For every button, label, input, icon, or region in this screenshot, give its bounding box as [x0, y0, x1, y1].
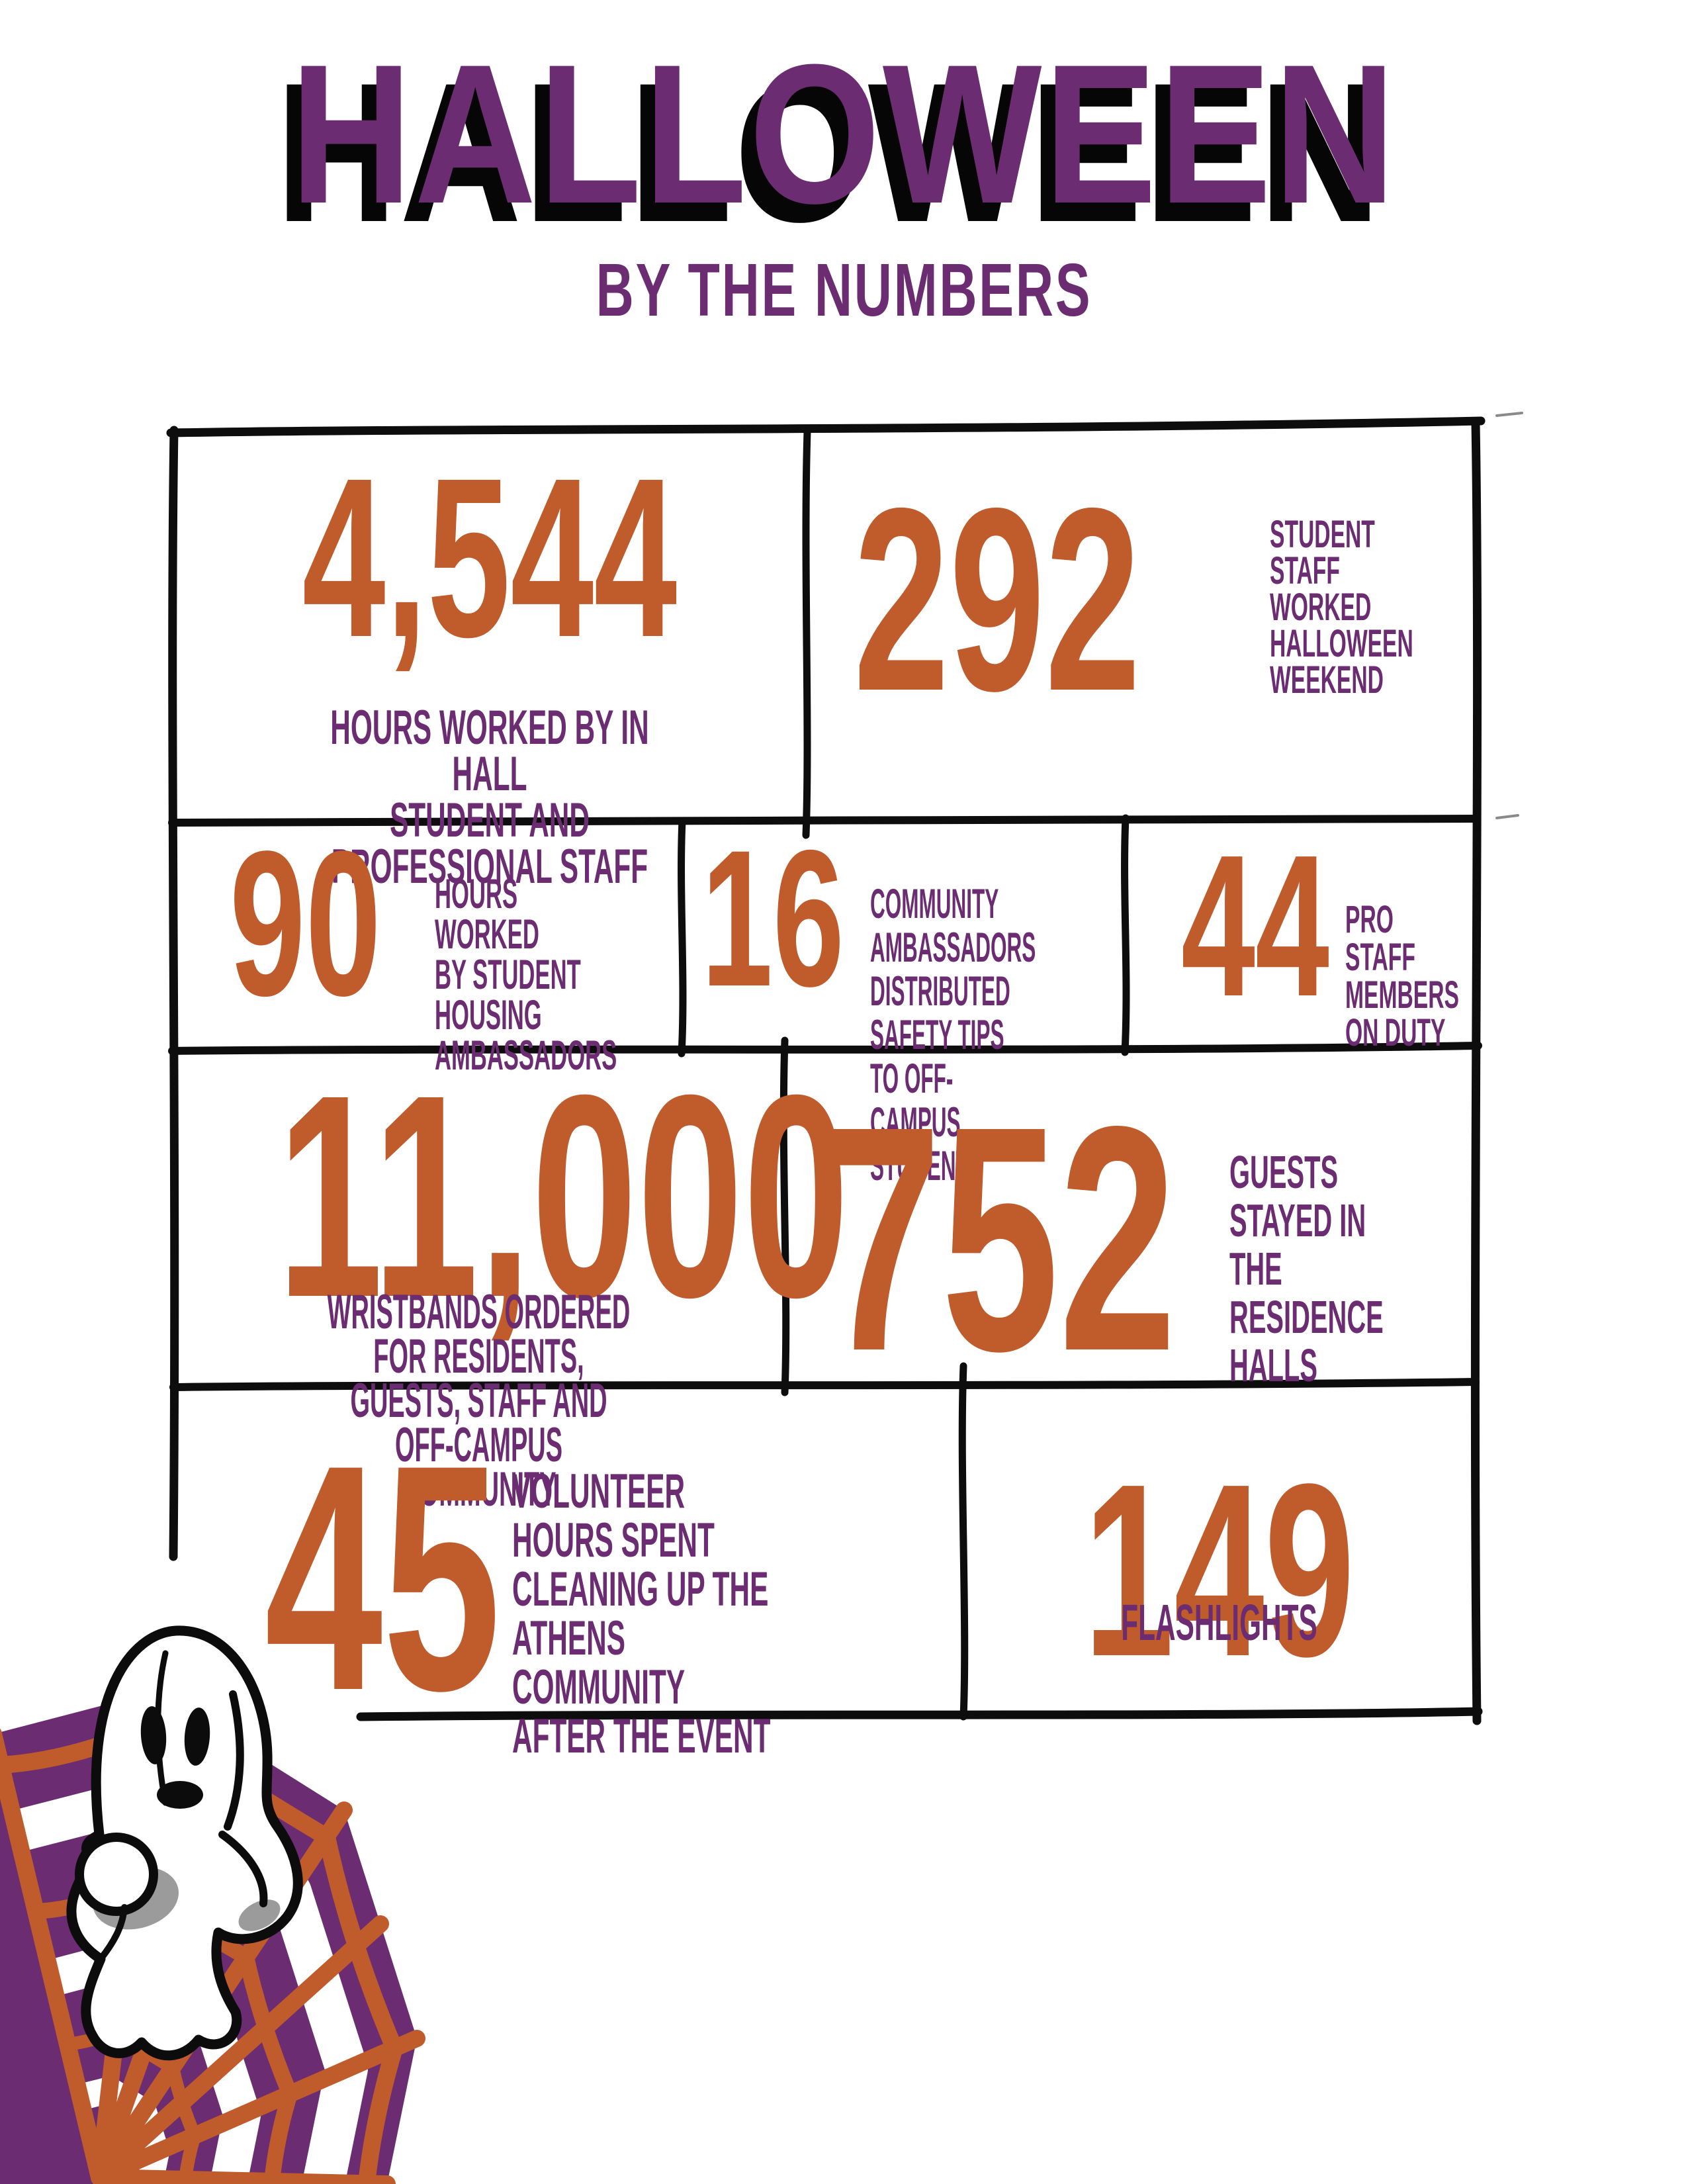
- grid-bottom-border: [356, 1707, 1483, 1721]
- stat-label: VOLUNTEER HOURS SPENT CLEANING UP THE AT…: [512, 1465, 771, 1763]
- ghost-graphic: [66, 1625, 303, 2061]
- grid-row1-divider-h: [168, 815, 1481, 827]
- stat-value: 4,544: [302, 430, 678, 684]
- stat-value: 149: [1083, 1432, 1355, 1707]
- stat-label: FLASHLIGHTS: [1121, 1594, 1317, 1651]
- grid-row3-divider-h: [169, 1378, 1480, 1391]
- grid-right-border: [1470, 419, 1482, 1725]
- stat-card-ambassador-hours: 90 HOURS WORKED BY STUDENT HOUSING AMBAS…: [173, 809, 682, 1077]
- stat-label: PRO STAFF MEMBERS ON DUTY: [1345, 898, 1459, 1054]
- stat-card-flashlights: 149 FLASHLIGHTS: [963, 1387, 1476, 1717]
- stat-card-volunteer-hours: 45 VOLUNTEER HOURS SPENT CLEANING UP THE…: [173, 1387, 963, 1761]
- stat-label: STUDENT STAFF WORKED HALLOWEEN WEEKEND: [1270, 513, 1413, 702]
- grid-left-border: [168, 426, 179, 1561]
- stat-label: GUESTS STAYED IN THE RESIDENCE HALLS: [1229, 1146, 1384, 1391]
- stat-value: 16: [701, 810, 844, 1027]
- ghost-eye-left: [140, 1706, 167, 1764]
- stat-label: HOURS WORKED BY STUDENT HOUSING AMBASSAD…: [435, 871, 617, 1079]
- stat-value: 292: [854, 454, 1141, 745]
- stat-value: 90: [230, 809, 382, 1039]
- grid-top-border: [166, 416, 1486, 437]
- stat-card-guests: 752 GUESTS STAYED IN THE RESIDENCE HALLS: [784, 1051, 1476, 1399]
- divider-row4-v: [958, 1362, 969, 1721]
- ghost-arm: [75, 1833, 158, 1916]
- stat-card-student-staff: 292 STUDENT STAFF WORKED HALLOWEEN WEEKE…: [806, 430, 1476, 821]
- page-subtitle: BY THE NUMBERS: [596, 248, 1092, 332]
- stat-label: COMMUNITY AMBASSADORS DISTRIBUTED SAFETY…: [870, 881, 1036, 1189]
- stat-value: 752: [824, 1060, 1177, 1418]
- divider-row2-v-left: [678, 817, 687, 1058]
- stat-label: WRISTBANDS ORDERED FOR RESIDENTS, GUESTS…: [327, 1285, 631, 1516]
- ghost-web-illustration: [0, 1625, 425, 2184]
- divider-row2-v-right: [1121, 814, 1130, 1056]
- grid-row2-divider-h: [168, 1042, 1482, 1055]
- stat-value: 45: [265, 1398, 501, 1757]
- margin-tick-mid: [1495, 814, 1519, 819]
- stat-card-wristbands: 11,000 WRISTBANDS ORDERED FOR RESIDENTS,…: [173, 1035, 850, 1514]
- stat-value: 11,000: [277, 1035, 850, 1357]
- page-title: HALLOWEEN: [290, 23, 1398, 245]
- stat-label: HOURS WORKED BY IN HALL STUDENT AND PROF…: [330, 701, 649, 893]
- margin-tick-top: [1495, 412, 1523, 417]
- ghost-hem-shadow: [238, 1899, 281, 1931]
- ghost-mouth: [157, 1781, 203, 1809]
- ghost-eye-right: [184, 1707, 210, 1766]
- stat-value: 44: [1181, 813, 1329, 1038]
- stat-card-community-ambassadors: 16 COMMUNITY AMBASSADORS DISTRIBUTED SAF…: [682, 810, 1125, 1188]
- stat-card-hours-in-hall: 4,544 HOURS WORKED BY IN HALL STUDENT AN…: [173, 430, 806, 891]
- divider-row1-v: [802, 428, 811, 839]
- stat-card-pro-staff: 44 PRO STAFF MEMBERS ON DUTY: [1125, 813, 1476, 1054]
- divider-row3-v: [779, 1036, 790, 1396]
